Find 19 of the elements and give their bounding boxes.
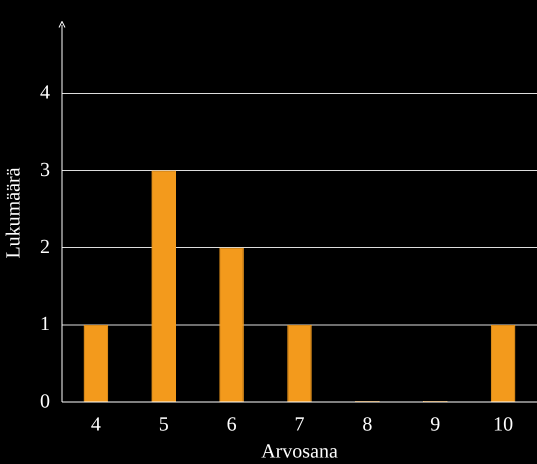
- x-tick-label: 5: [158, 413, 169, 436]
- x-tick-label: 7: [294, 413, 304, 436]
- bar: [152, 170, 176, 402]
- bar: [84, 324, 108, 402]
- bar: [490, 324, 516, 402]
- y-tick-label: 2: [40, 236, 50, 258]
- y-tick-label: 1: [40, 313, 50, 336]
- x-axis-title: Arvosana: [261, 440, 338, 462]
- x-tick-label: 4: [90, 413, 101, 436]
- x-tick-label: 6: [226, 413, 237, 436]
- x-tick-label: 8: [362, 413, 372, 436]
- x-tick-label: 9: [430, 413, 440, 436]
- y-axis-title: Lukumäärä: [2, 167, 24, 259]
- y-tick-label: 4: [40, 82, 50, 104]
- y-tick-label: 0: [40, 390, 50, 412]
- bar: [287, 324, 312, 402]
- bar: [219, 248, 244, 402]
- y-tick-label: 3: [40, 158, 50, 181]
- x-tick-label: 10: [493, 413, 514, 436]
